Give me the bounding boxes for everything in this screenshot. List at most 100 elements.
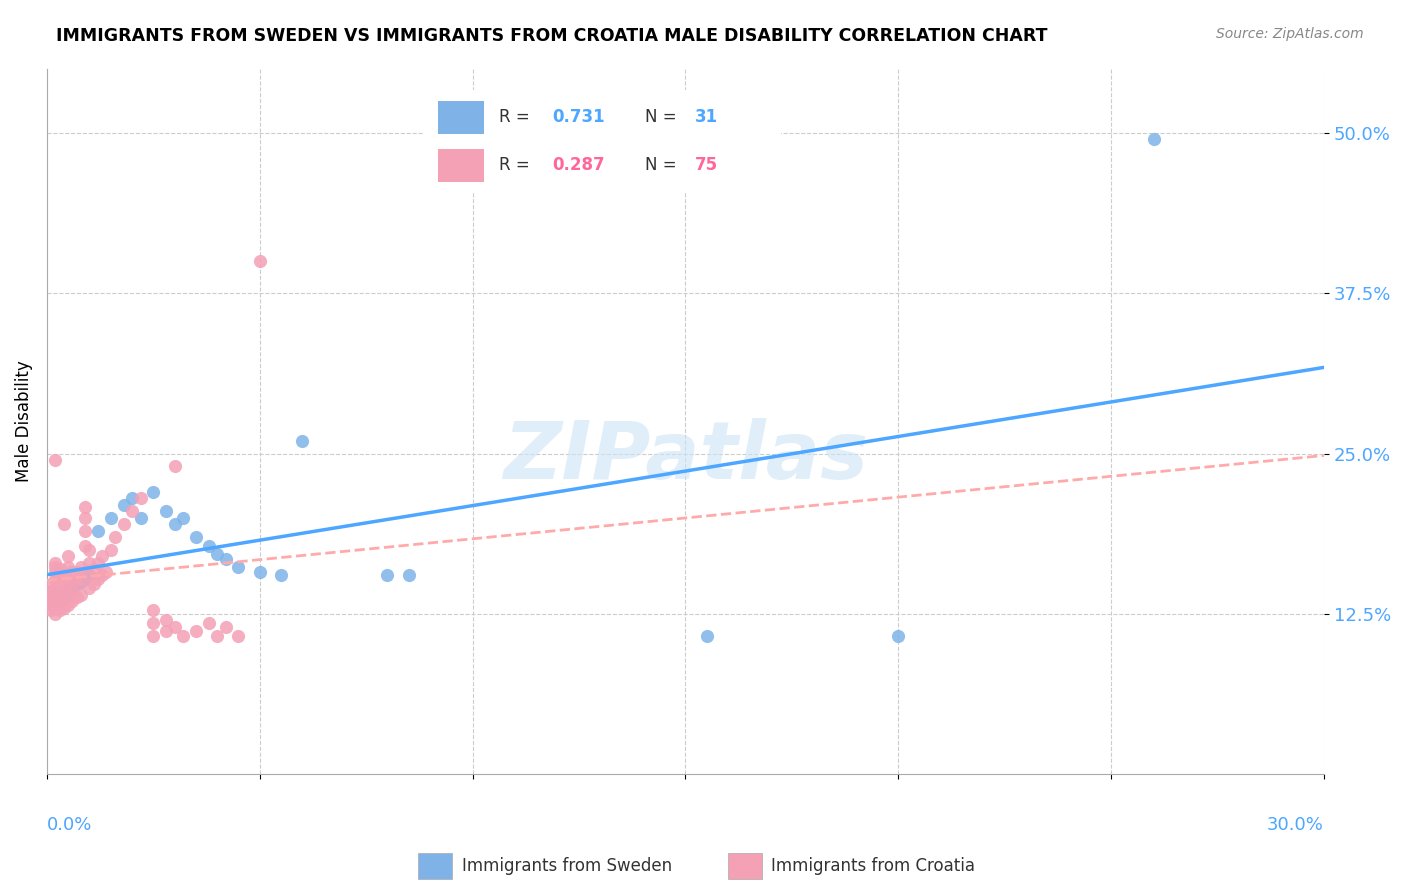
Point [83,577,105,591]
Point [70,559,93,574]
Bar [419,853,453,880]
Point [184,530,207,544]
Point [155,614,177,628]
Point [1143,132,1166,146]
Text: Immigrants from Croatia: Immigrants from Croatia [770,857,974,875]
Point [44,582,66,596]
Point [39,594,62,608]
Point [48,603,70,617]
Text: ZIPatlas: ZIPatlas [503,417,868,496]
Point [121,504,143,518]
Point [56,577,79,591]
Point [62,585,84,599]
Point [56,585,79,599]
Point [163,459,186,474]
Point [228,629,250,643]
Point [398,568,420,582]
Point [87,524,110,538]
Text: Source: ZipAtlas.com: Source: ZipAtlas.com [1216,27,1364,41]
Point [39,598,62,612]
Point [56,568,79,582]
Text: 0.0%: 0.0% [46,815,93,833]
Point [215,551,238,566]
Point [142,615,165,630]
Point [66,591,89,605]
Point [197,615,219,630]
Point [79,568,101,582]
Point [39,594,62,608]
Point [91,568,114,582]
Point [205,629,228,643]
Point [48,594,70,608]
Point [39,588,62,602]
Point [44,588,66,602]
Point [48,594,70,608]
Point [70,588,93,602]
Point [87,572,110,586]
Point [100,510,122,524]
Point [96,565,118,579]
Point [52,591,75,605]
Point [83,562,105,576]
Point [44,591,66,605]
Point [887,629,910,643]
Point [44,453,66,467]
Point [270,568,292,582]
Point [56,598,79,612]
Point [39,603,62,617]
Point [56,549,79,564]
Point [142,603,165,617]
Point [75,510,97,524]
Point [79,568,101,582]
Point [163,517,186,532]
Point [215,620,238,634]
Point [172,510,194,524]
Point [163,620,186,634]
Point [66,565,89,579]
Point [91,549,114,564]
Point [66,577,89,591]
Text: 30.0%: 30.0% [1267,815,1324,833]
Point [44,556,66,570]
Point [112,517,135,532]
Point [52,517,75,532]
Point [121,491,143,506]
Point [48,568,70,582]
Point [56,588,79,602]
Point [249,254,271,268]
Point [44,565,66,579]
Y-axis label: Male Disability: Male Disability [15,360,32,483]
Point [44,559,66,574]
Point [142,629,165,643]
Point [696,629,718,643]
Point [75,572,97,586]
Point [142,485,165,500]
Text: Immigrants from Sweden: Immigrants from Sweden [461,857,672,875]
Point [228,559,250,574]
Point [155,504,177,518]
Point [66,577,89,591]
Point [87,556,110,570]
Text: IMMIGRANTS FROM SWEDEN VS IMMIGRANTS FROM CROATIA MALE DISABILITY CORRELATION CH: IMMIGRANTS FROM SWEDEN VS IMMIGRANTS FRO… [56,27,1047,45]
Point [100,542,122,557]
Point [70,574,93,589]
Point [39,577,62,591]
Point [205,547,228,561]
Point [62,565,84,579]
Point [44,572,66,586]
Point [129,491,152,506]
Point [44,607,66,621]
Point [79,542,101,557]
Point [104,530,127,544]
Point [172,629,194,643]
Point [249,565,271,579]
Point [62,594,84,608]
Point [52,582,75,596]
Point [39,583,62,598]
Point [70,572,93,586]
Point [75,500,97,515]
Point [155,624,177,638]
Point [44,600,66,615]
Bar [728,853,762,880]
Point [56,559,79,574]
